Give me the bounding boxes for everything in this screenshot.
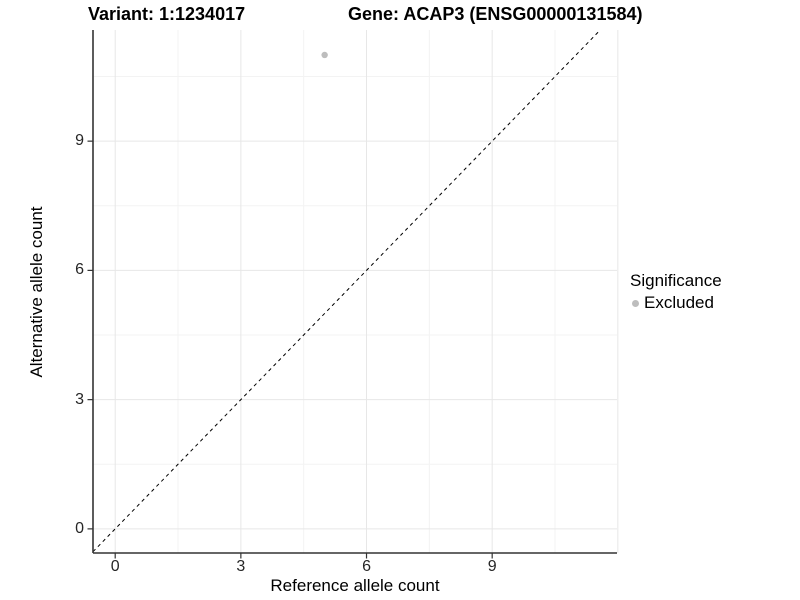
y-tick-label: 0	[75, 519, 84, 537]
y-tick-label: 9	[75, 132, 84, 150]
legend-item-label: Excluded	[644, 293, 714, 312]
excluded-point-icon	[632, 299, 639, 307]
x-tick-label: 6	[362, 558, 371, 575]
y-axis-title: Alternative allele count	[27, 206, 46, 378]
plot-title-gene: Gene: ACAP3 (ENSG00000131584)	[348, 4, 643, 24]
y-tick-label: 3	[75, 390, 84, 408]
identity-line	[92, 29, 601, 553]
plot-panel	[87, 29, 619, 559]
plot-title-variant: Variant: 1:1234017	[88, 4, 246, 24]
legend: Significance Excluded	[630, 271, 722, 313]
x-tick-label: 9	[487, 558, 497, 575]
data-point	[321, 51, 328, 59]
x-tick-label: 3	[236, 558, 246, 575]
x-axis-title: Reference allele count	[270, 576, 440, 595]
legend-title: Significance	[630, 271, 722, 290]
y-tick-label: 6	[75, 261, 84, 279]
legend-item-excluded: Excluded	[632, 293, 722, 313]
x-tick-label: 0	[110, 558, 120, 575]
